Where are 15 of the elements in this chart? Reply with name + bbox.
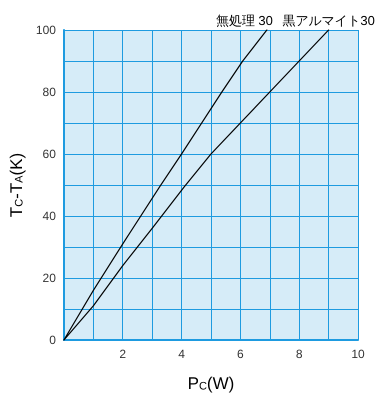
y-tick-label: 0 — [49, 333, 56, 347]
x-tick-label: 6 — [237, 347, 244, 361]
y-tick-label: 60 — [42, 147, 56, 161]
y-tick-label: 20 — [42, 271, 56, 285]
x-axis-title: PC(W) — [188, 374, 234, 393]
series-label: 黒アルマイト30 — [282, 13, 375, 28]
y-tick-label: 100 — [36, 23, 56, 37]
x-tick-label: 10 — [351, 347, 365, 361]
series-label: 無処理 30 — [216, 13, 273, 28]
x-tick-label: 2 — [119, 347, 126, 361]
y-tick-label: 80 — [42, 85, 56, 99]
y-axis-title: TC-TA(K) — [7, 152, 26, 218]
y-tick-label: 40 — [42, 209, 56, 223]
x-tick-label: 4 — [178, 347, 186, 361]
x-tick-label: 8 — [296, 347, 303, 361]
